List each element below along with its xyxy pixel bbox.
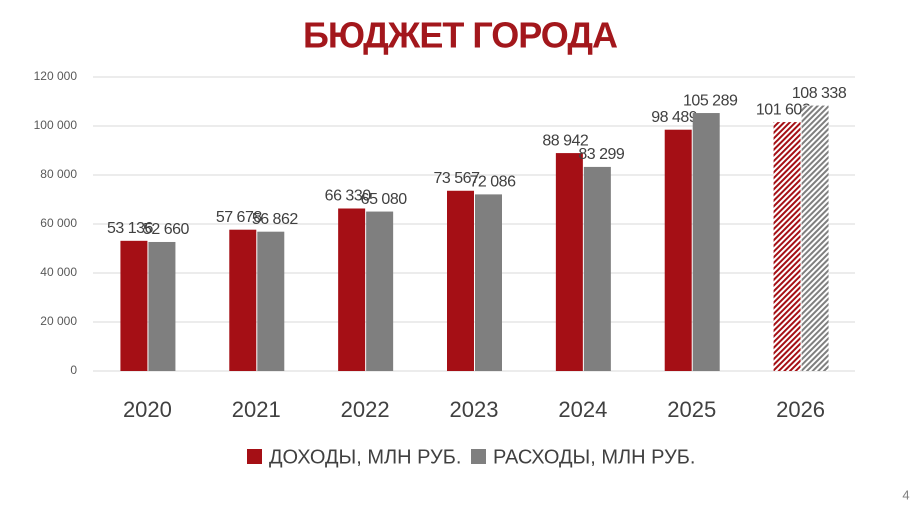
- value-label: 105 289: [683, 92, 738, 109]
- value-label: 101 602: [756, 101, 811, 118]
- y-tick-label: 20 000: [40, 314, 77, 328]
- bar: [475, 194, 502, 371]
- bar: [338, 208, 366, 371]
- bar: [664, 129, 692, 371]
- legend-label: РАСХОДЫ, МЛН РУБ.: [493, 446, 695, 468]
- value-label: 53 136: [107, 220, 154, 237]
- y-tick-label: 80 000: [40, 167, 77, 181]
- value-label: 66 330: [325, 188, 372, 205]
- value-label: 83 299: [578, 146, 625, 163]
- value-label: 73 567: [434, 170, 481, 187]
- y-tick-label: 0: [70, 363, 77, 377]
- x-tick-label: 2020: [123, 397, 172, 422]
- value-label: 88 942: [542, 132, 589, 149]
- page-number: 4: [902, 487, 909, 502]
- value-label: 52 660: [143, 221, 190, 238]
- bar: [120, 240, 148, 371]
- y-tick-label: 40 000: [40, 265, 77, 279]
- bar: [148, 241, 176, 371]
- bar: [692, 113, 720, 372]
- x-tick-label: 2026: [776, 397, 825, 422]
- x-tick-label: 2024: [558, 397, 607, 422]
- legend-label: ДОХОДЫ, МЛН РУБ.: [269, 446, 461, 468]
- value-label: 65 080: [361, 191, 408, 208]
- bar: [257, 231, 285, 371]
- bar: [583, 166, 611, 371]
- chart-title: БЮДЖЕТ ГОРОДА: [303, 15, 618, 56]
- value-label: 72 086: [470, 174, 517, 191]
- x-tick-label: 2025: [667, 397, 716, 422]
- value-label: 98 489: [651, 109, 698, 126]
- bar: [801, 105, 829, 371]
- value-label: 56 862: [252, 211, 299, 228]
- bar: [366, 211, 394, 371]
- value-label: 57 678: [216, 209, 263, 226]
- bar: [447, 190, 474, 371]
- bar: [773, 122, 801, 371]
- value-label: 108 338: [792, 85, 847, 102]
- y-tick-label: 60 000: [40, 216, 77, 230]
- bar: [555, 153, 583, 371]
- y-tick-label: 120 000: [34, 69, 78, 83]
- x-tick-label: 2021: [232, 397, 281, 422]
- legend-swatch: [247, 449, 262, 464]
- bar: [229, 229, 257, 371]
- legend-swatch: [471, 449, 486, 464]
- y-tick-label: 100 000: [34, 118, 78, 132]
- x-tick-label: 2023: [450, 397, 499, 422]
- x-tick-label: 2022: [341, 397, 390, 422]
